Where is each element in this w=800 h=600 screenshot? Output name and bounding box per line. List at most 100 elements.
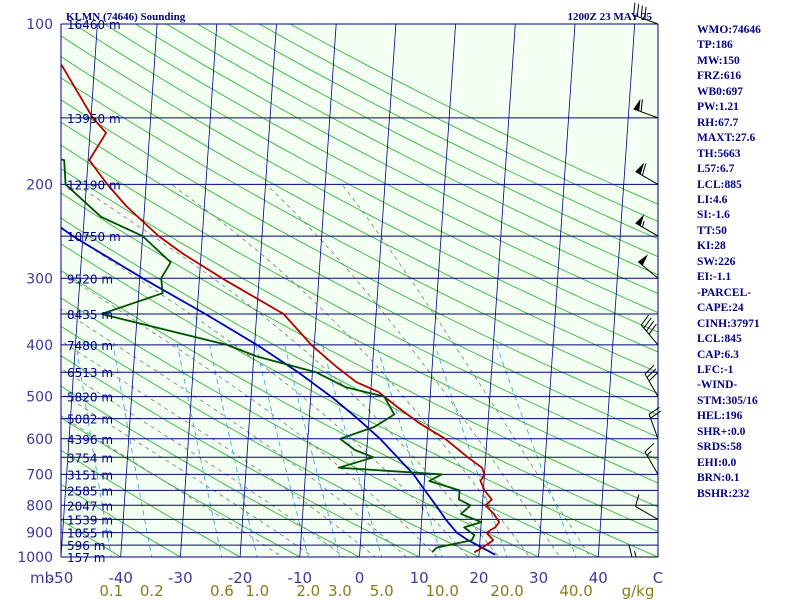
isotherm [657,550,658,557]
dry-adiabat [61,99,658,416]
pressure-tick-label: 300 [26,271,53,287]
pressure-tick-label: 400 [26,338,53,354]
dry-adiabat [61,243,658,557]
dry-adiabat [197,24,658,258]
mixing-ratio-tick-label: 40.0 [559,582,592,600]
moist-adiabat [61,271,438,557]
dry-adiabat [61,269,600,557]
height-label: 3754 m [67,451,113,465]
sounding-index: SI:-1.6 [697,209,730,222]
isotherms [1,12,658,568]
height-label: 2585 m [67,484,113,498]
moist-adiabat [61,368,345,557]
pressure-tick-label: 200 [26,177,53,193]
mixing-ratio-tick-label: 20.0 [490,582,523,600]
dry-adiabat [61,297,540,557]
isotherm [120,24,158,557]
moist-adiabat [265,184,561,557]
sounding-index: EI:-1.1 [697,271,732,284]
wind-barb [648,406,661,439]
sounding-index: MAXT:27.6 [697,132,756,145]
dry-adiabat [61,217,658,533]
height-label: 16460 m [67,18,121,32]
sounding-index: LCL:845 [697,333,742,346]
mixing-ratio-unit: g/kg [622,582,655,600]
mixing-ratio-tick-label: 3.0 [328,582,352,600]
height-label: 7480 m [67,339,113,353]
mixing-ratio-line [209,344,258,557]
sounding-index: TP:186 [697,39,733,52]
temperature-tick-label: 10 [410,569,429,587]
sounding-index: L57:6.7 [697,163,735,176]
temperature-tick-label: -30 [168,569,193,587]
pressure-tick-label: 900 [26,526,53,542]
pressure-tick-label: 1000 [17,550,53,566]
sounding-index: TT:50 [697,224,727,237]
dry-adiabat [61,35,658,353]
sounding-index: WB0:697 [697,85,743,98]
height-label: 1055 m [67,527,113,541]
sounding-index: FRZ:616 [697,70,742,83]
dry-adiabat [166,24,658,276]
isotherm [538,24,576,557]
moist-adiabat [61,340,376,557]
height-label: 2047 m [67,499,113,513]
sounding-index: STM:305/16 [697,394,758,407]
mixing-ratio-line [284,344,341,557]
parcel-curve [61,226,496,556]
sounding-indices-panel: WMO:74646 TP:186 MW:150 FRZ:616 WB0:697 PW:1.… [697,23,797,502]
isotherm [239,24,277,557]
pressure-tick-label: 500 [26,390,53,406]
sounding-index: CAP:6.3 [697,348,739,361]
height-labels: 16460 m 13950 m 12190 m 10750 m 9520 m 8435 m… [67,18,121,565]
wind-barb [635,162,659,185]
temperature-tick-label: -50 [49,569,74,587]
temperature-tick-label: C [653,569,663,587]
isotherm [597,24,636,557]
moist-adiabat [61,392,314,557]
pressure-tick-label: 800 [26,498,53,514]
wind-barb [633,2,659,25]
mixing-ratio-line [496,344,577,557]
chart-time: 1200Z 23 MAY 25 [568,11,653,23]
wind-barb [628,544,658,558]
dry-adiabat [61,56,658,373]
mixing-ratio-tick-labels: 0.1 0.2 0.6 1.0 2.0 3.0 5.0 10.0 20.0 40.0 g/kg [99,582,654,600]
wind-barb [637,254,659,279]
sounding-index: MW:150 [697,54,740,67]
height-label: 13950 m [67,112,121,126]
wind-barb [644,442,659,475]
isobars [60,23,659,558]
temperature-tick-label: 20 [469,569,488,587]
isotherm [359,24,397,557]
height-label: 12190 m [67,178,121,192]
temperature-tick-label: 0 [355,569,365,587]
dry-adiabat [135,24,658,294]
isotherm [179,24,218,557]
pressure-tick-label: 100 [26,17,53,33]
dry-adiabat [61,325,480,557]
temperature-tick-label: 30 [529,569,548,587]
temperature-tick-label: -10 [288,569,313,587]
dry-adiabat [104,24,658,314]
height-label: 5082 m [67,413,113,427]
isotherm [418,24,456,557]
isotherm [1,12,39,568]
sounding-index: -PARCEL- [697,286,752,299]
sounding-index: CAPE:24 [697,302,744,315]
sounding-index: EHI:0.0 [697,456,737,469]
sounding-index: LFC:-1 [697,363,734,376]
isotherm [61,24,98,557]
temperature-tick-label: 40 [589,569,608,587]
height-label: 596 m [67,539,105,553]
sounding-index: PW:1.21 [697,101,739,114]
dry-adiabat [61,483,182,557]
dry-adiabat [61,168,658,484]
mixing-ratio-tick-label: 0.2 [140,582,164,600]
sounding-index: RH:67.7 [697,116,739,129]
sounding-index: BSHR:232 [697,487,750,500]
moist-adiabat [61,308,407,557]
mixing-ratio-tick-label: 1.0 [245,582,269,600]
temperature-tick-label: -40 [108,569,133,587]
